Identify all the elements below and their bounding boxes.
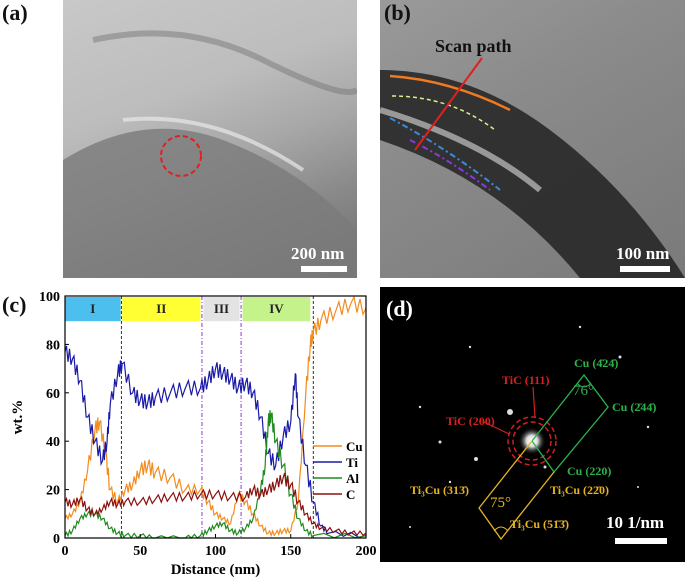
region-band-IV (242, 297, 311, 322)
region-band-III (203, 297, 240, 322)
legend-label-cu: Cu (346, 439, 363, 454)
legend-label-ti: Ti (346, 455, 358, 470)
panel-b-label: (b) (384, 0, 411, 25)
x-tick-label: 50 (133, 544, 147, 559)
tic-111-label: TiC (111) (502, 373, 550, 387)
cu-244-label: Cu (2̄44̄) (612, 400, 657, 414)
diffraction-pattern: TiC (111) TiC (200) Cu (4̄24̄) Cu (2̄44̄… (380, 287, 685, 562)
y-tick-label: 20 (46, 484, 60, 499)
y-tick-label: 60 (46, 387, 60, 402)
x-tick-label: 150 (280, 544, 301, 559)
region-band-I (65, 297, 121, 322)
ti3cu-313-label: Ti₃Cu (313̄) (410, 483, 470, 497)
scan-path-line (414, 57, 483, 151)
line-chart: I II III IV0 50 100 150 200020406080100Distance… (10, 290, 377, 578)
ti3cu-220-label: Ti₃Cu (22̄0) (550, 483, 610, 497)
y-tick-label: 0 (53, 532, 60, 547)
tem-image-a: 200 nm (63, 0, 357, 278)
region-label-I: I (90, 301, 95, 316)
tem-texture-a (63, 30, 357, 278)
scale-bar-b-label: 100 nm (616, 244, 670, 263)
region-label-IV: IV (269, 301, 284, 316)
region-label-III: III (214, 301, 229, 316)
series-line-c (64, 472, 367, 537)
cu-424-label: Cu (4̄24̄) (574, 356, 619, 370)
x-tick-label: 200 (356, 544, 377, 559)
angle-cu-label: 76° (573, 383, 594, 399)
series-line-ti (64, 345, 367, 538)
cu-220-label: Cu (220) (567, 464, 612, 478)
scale-bar-a (301, 266, 347, 272)
panel-c-label: (c) (2, 292, 27, 317)
y-tick-label: 80 (46, 338, 60, 353)
scan-path-label: Scan path (435, 36, 512, 56)
y-axis-label: wt.% (10, 400, 26, 435)
region-label-II: II (156, 301, 166, 316)
scale-bar-a-label: 200 nm (291, 244, 345, 263)
tem-overlay-b (380, 57, 685, 278)
legend-label-c: C (346, 487, 355, 502)
region-band-II (122, 297, 201, 322)
panel-a-label: (a) (2, 0, 28, 25)
angle-ti3cu-label: 75° (490, 495, 511, 511)
ti3cu-513-label: Ti₃Cu (51̄3̄) (510, 517, 570, 531)
diffraction-overlay (409, 325, 650, 541)
y-tick-label: 40 (46, 435, 60, 450)
tic-200-label: TiC (200) (446, 414, 495, 428)
x-tick-label: 100 (205, 544, 226, 559)
y-tick-label: 100 (39, 290, 60, 305)
selected-area-circle (160, 135, 202, 177)
tem-image-b: Scan path 100 nm (380, 0, 685, 278)
scale-bar-b (620, 266, 670, 272)
panel-d-label: (d) (386, 296, 413, 321)
x-axis-label: Distance (nm) (171, 562, 261, 578)
scale-bar-d-label: 10 1/nm (606, 513, 665, 532)
scale-bar-d (615, 538, 667, 544)
legend-label-al: Al (346, 471, 359, 486)
series-line-al (64, 410, 367, 539)
x-tick-label: 0 (62, 544, 69, 559)
series-line-cu (64, 295, 367, 538)
